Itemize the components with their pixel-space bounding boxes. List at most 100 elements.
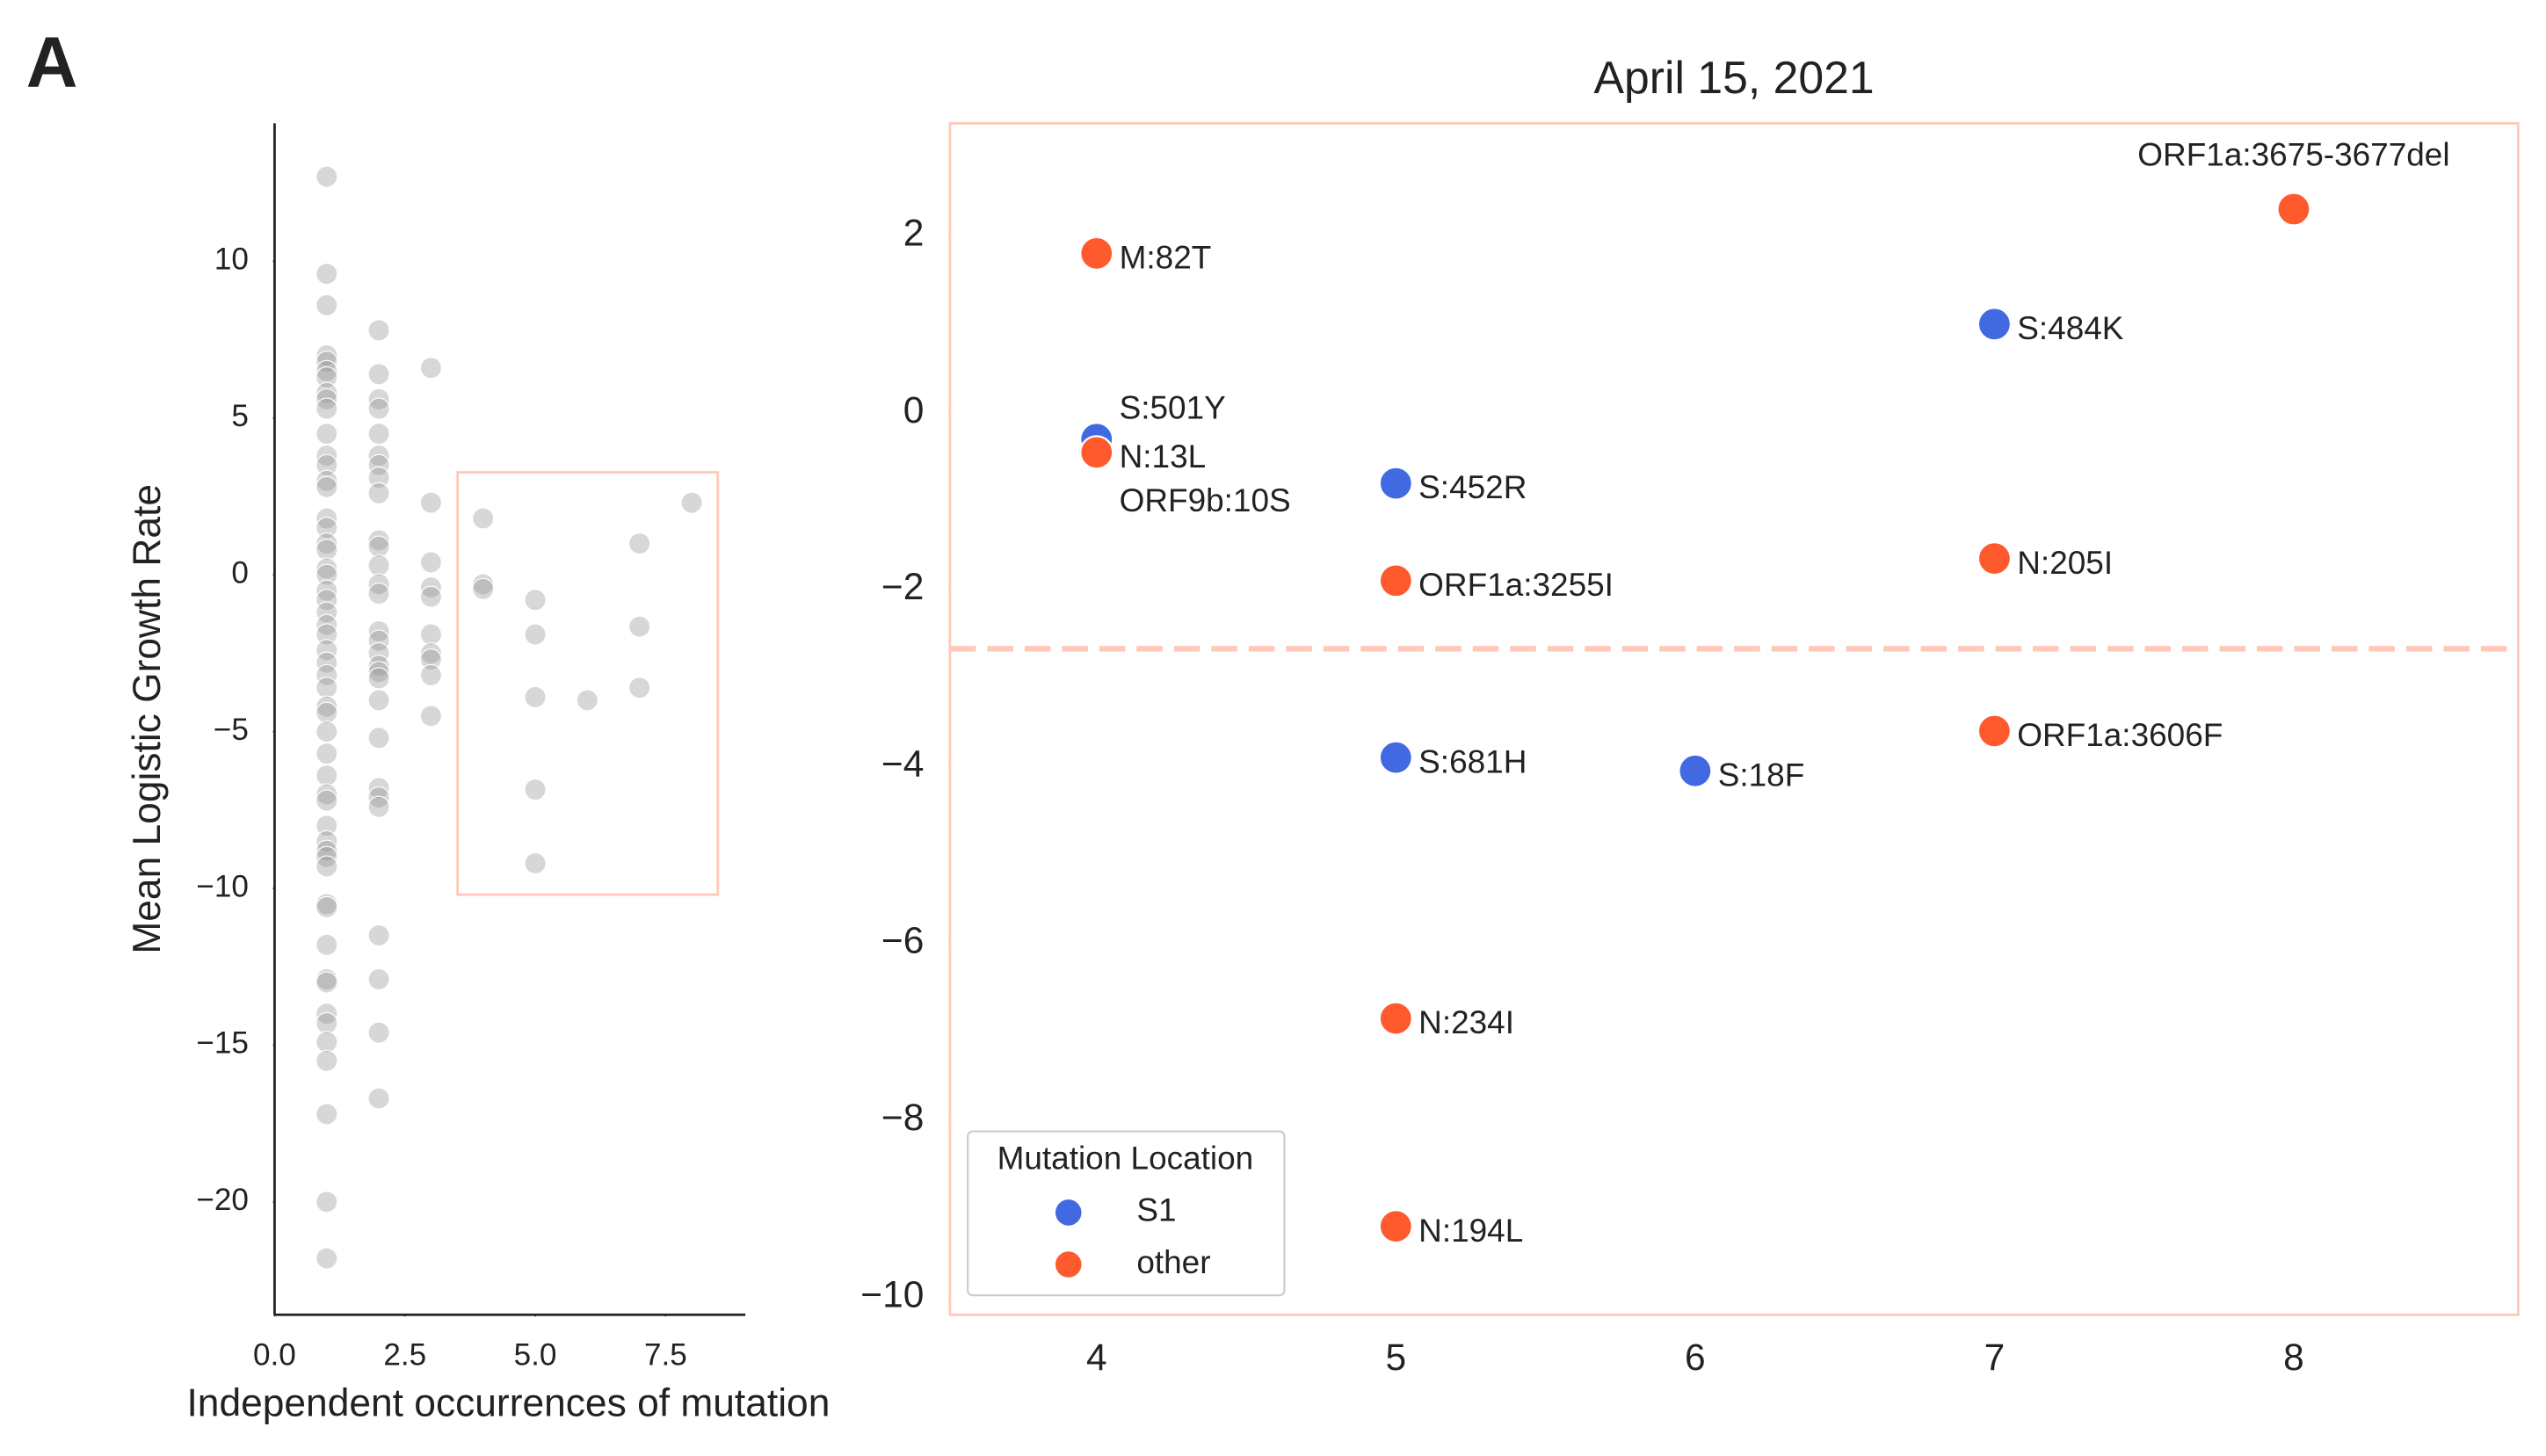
y-tick-label: −2 [881, 567, 924, 608]
x-tick-label: 5.0 [514, 1338, 557, 1373]
point [367, 1087, 390, 1110]
zoom-box [456, 471, 720, 896]
point-label: S:501Y [1120, 389, 1226, 425]
plot-frame [948, 122, 2520, 1316]
x-tick-label: 8 [2283, 1337, 2304, 1379]
y-tick-label: −10 [196, 869, 249, 903]
point [1678, 753, 1713, 788]
point [316, 971, 338, 994]
point [524, 851, 547, 875]
point [367, 619, 390, 642]
point [316, 1191, 338, 1213]
point [316, 764, 338, 787]
point [316, 344, 338, 366]
point [316, 1247, 338, 1270]
point [1977, 307, 2012, 342]
point [316, 839, 338, 862]
point [316, 1003, 338, 1025]
point [524, 589, 547, 612]
point [316, 359, 338, 382]
point [316, 789, 338, 812]
x-tick-label: 4 [1086, 1337, 1107, 1379]
point [367, 445, 390, 467]
point [472, 507, 495, 530]
point [419, 623, 442, 646]
chart-title: April 15, 2021 [1594, 52, 1875, 103]
point [316, 613, 338, 636]
point [367, 777, 390, 800]
y-tick-label: −10 [860, 1274, 924, 1315]
point [316, 579, 338, 602]
point [1079, 235, 1114, 271]
point [472, 577, 495, 600]
point [316, 475, 338, 498]
point [419, 663, 442, 686]
point [419, 576, 442, 599]
point [316, 855, 338, 878]
point-label: N:234I [1418, 1004, 1514, 1040]
point [316, 933, 338, 956]
y-tick-label: −4 [881, 743, 924, 785]
point [628, 615, 651, 638]
point-label: ORF9b:10S [1120, 482, 1291, 518]
point [419, 491, 442, 514]
point [367, 661, 390, 684]
y-tick-label: 10 [214, 243, 249, 277]
point [316, 293, 338, 316]
legend-title: Mutation Location [997, 1141, 1254, 1177]
point [472, 573, 495, 596]
point [367, 363, 390, 386]
point [316, 539, 338, 561]
point [367, 1021, 390, 1044]
point-label: S:681H [1418, 743, 1527, 779]
point [367, 786, 390, 809]
x-tick-label: 7.5 [644, 1338, 687, 1373]
point [316, 815, 338, 837]
point [316, 677, 338, 699]
point [316, 623, 338, 646]
point [2276, 192, 2311, 227]
legend-marker [1055, 1251, 1082, 1278]
point [1378, 1001, 1413, 1036]
point [628, 532, 651, 555]
point [367, 727, 390, 750]
point [367, 655, 390, 677]
point [367, 453, 390, 476]
x-tick-label: 0.0 [253, 1338, 296, 1373]
point-label: ORF1a:3255I [1418, 567, 1614, 603]
point [316, 895, 338, 918]
point [316, 601, 338, 624]
point [1378, 1209, 1413, 1244]
point [316, 263, 338, 286]
panel-label: A [26, 23, 78, 103]
point [316, 517, 338, 540]
point [367, 482, 390, 504]
point [1977, 714, 2012, 749]
point-label: S:18F [1718, 757, 1805, 793]
point [316, 507, 338, 530]
point [367, 629, 390, 652]
point [316, 845, 338, 868]
point [367, 924, 390, 947]
y-axis-label: Mean Logistic Growth Rate [126, 484, 169, 954]
point [1378, 563, 1413, 598]
y-tick-label: 0 [903, 390, 925, 431]
point [419, 648, 442, 671]
point [316, 651, 338, 674]
y-tick-label: −15 [196, 1026, 249, 1061]
x-tick-label: 6 [1685, 1337, 1706, 1379]
point [316, 397, 338, 420]
point [367, 554, 390, 577]
point [367, 689, 390, 712]
point [367, 583, 390, 605]
point-label: N:13L [1120, 438, 1207, 474]
point-label: M:82T [1120, 240, 1212, 276]
point [419, 357, 442, 380]
point [316, 445, 338, 467]
y-tick-label: 2 [903, 213, 925, 254]
point [316, 1031, 338, 1054]
point [316, 829, 338, 853]
point [367, 388, 390, 410]
